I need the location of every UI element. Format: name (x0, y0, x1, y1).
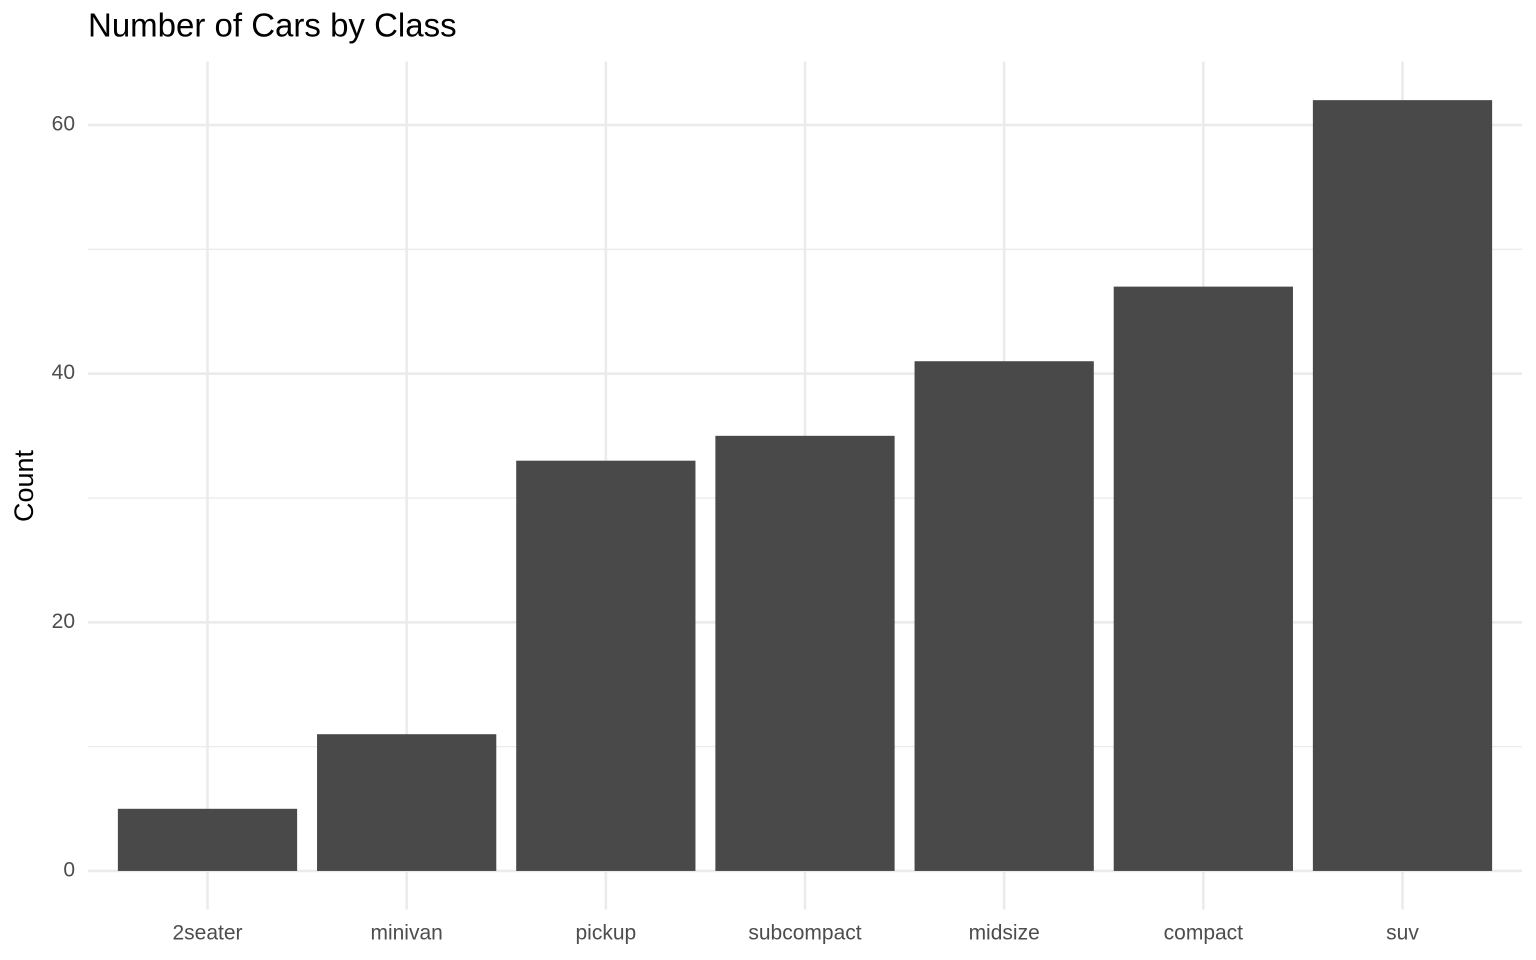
x-tick-label: midsize (969, 922, 1040, 945)
x-tick-label: pickup (575, 922, 636, 945)
x-tick-label: suv (1386, 922, 1419, 945)
y-tick-label: 40 (52, 361, 75, 384)
y-tick-label: 60 (52, 113, 75, 136)
x-tick-label: minivan (370, 922, 442, 945)
bar (317, 734, 497, 871)
bar (1113, 286, 1293, 871)
y-tick-label: 0 (63, 859, 75, 882)
bar (715, 435, 895, 871)
bar (516, 460, 696, 871)
x-tick-label: subcompact (748, 922, 861, 945)
bar (117, 808, 298, 871)
y-tick-label: 20 (52, 610, 75, 633)
chart-title: Number of Cars by Class (88, 7, 457, 44)
x-tick-label: 2seater (172, 922, 242, 945)
bar (914, 361, 1094, 871)
y-axis-label: Count (9, 449, 39, 522)
x-tick-label: compact (1164, 922, 1244, 945)
bar (1312, 100, 1493, 871)
